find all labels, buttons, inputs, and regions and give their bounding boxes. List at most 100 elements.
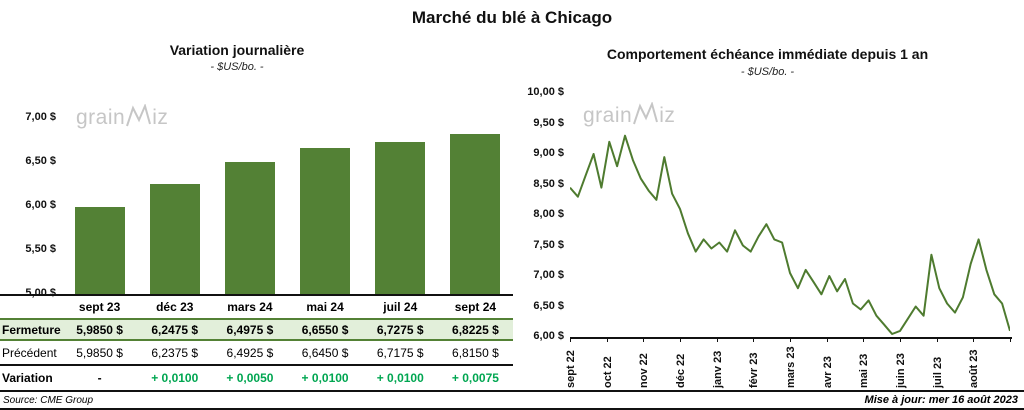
month-header: mai 24 xyxy=(306,300,344,314)
grainwiz-watermark: grain iz xyxy=(76,104,168,128)
month-header: mars 24 xyxy=(227,300,273,314)
line-y-tick-label: 9,50 $ xyxy=(533,116,564,129)
table-cell: 6,8225 $ xyxy=(452,322,499,337)
bar-column xyxy=(288,118,363,294)
line-x-tick-label: juil 23 xyxy=(931,356,944,388)
line-y-tick-label: 9,00 $ xyxy=(533,147,564,159)
table-cell: + 0,0100 xyxy=(301,371,349,385)
line-axis-tick xyxy=(790,337,791,342)
bar-chart-subtitle: - $US/bo. - xyxy=(210,61,264,73)
line-x-tick-label: déc 22 xyxy=(675,353,687,388)
table-cell: 6,6450 $ xyxy=(301,345,349,360)
table-cell: 6,8150 $ xyxy=(452,345,499,360)
table-cell: 6,4975 $ xyxy=(226,322,274,337)
table-row-précédent: Précédent 5,9850 $ 6,2375 $ 6,4925 $ 6,6450 … xyxy=(0,341,513,364)
table-cell: 6,2375 $ xyxy=(151,345,199,360)
grainwiz-zigzag-icon xyxy=(633,102,659,125)
month-header: déc 23 xyxy=(156,300,194,314)
line-x-tick-label: févr 23 xyxy=(748,352,761,388)
table-cell: 6,4925 $ xyxy=(226,345,274,360)
table-row-fermeture: Fermeture 5,9850 $ 6,2475 $ 6,4975 $ 6,6550 … xyxy=(0,318,513,341)
line-y-tick-label: 6,50 $ xyxy=(533,299,564,312)
table-cell: 5,9850 $ xyxy=(76,345,123,360)
line-axis-tick xyxy=(570,337,571,342)
line-x-tick-label: août 23 xyxy=(968,349,981,388)
bar-column xyxy=(363,118,438,294)
line-axis-tick xyxy=(606,337,608,342)
bar-y-tick-label: 7,00 $ xyxy=(25,111,56,123)
line-chart-title: Comportement échéance immédiate depuis 1… xyxy=(606,46,929,62)
bar-6 xyxy=(450,133,501,294)
table-cell: 6,7275 $ xyxy=(376,322,424,337)
bar-column xyxy=(438,118,513,294)
bar-column xyxy=(212,118,287,294)
month-header: sept 23 xyxy=(78,300,121,314)
bar-3 xyxy=(224,162,275,294)
bar-y-tick-label: 5,50 $ xyxy=(25,243,56,255)
line-axis-tick xyxy=(643,337,645,342)
table-cell: 6,6550 $ xyxy=(301,322,349,337)
line-chart-plot xyxy=(570,134,1010,335)
line-y-tick-label: 7,00 $ xyxy=(533,269,564,281)
footer: Source: CME Group Mise à jour: mer 16 ao… xyxy=(0,390,1024,408)
bar-chart-title: Variation journalière xyxy=(169,42,305,58)
line-x-tick-label: avr 23 xyxy=(821,356,834,388)
table-cell: + 0,0050 xyxy=(226,371,274,385)
grainwiz-zigzag-icon xyxy=(126,104,152,127)
price-table: sept 23 déc 23 mars 24 mai 24 juil 24 sept 24… xyxy=(0,294,513,390)
bar-y-tick-label: 5,00 $ xyxy=(25,287,56,299)
line-y-tick-label: 8,50 $ xyxy=(533,177,564,190)
bar-y-tick-label: 6,00 $ xyxy=(25,199,56,211)
row-label: Fermeture xyxy=(2,322,61,337)
watermark-text-suffix: iz xyxy=(659,104,676,127)
source-note: Source: CME Group xyxy=(3,395,94,406)
line-axis-tick xyxy=(863,337,865,342)
line-x-tick-label: mars 23 xyxy=(785,346,797,388)
line-y-tick-label: 10,00 $ xyxy=(527,86,564,98)
bar-5 xyxy=(375,142,426,294)
line-chart-subtitle: - $US/bo. - xyxy=(740,66,795,78)
line-x-tick-label: sept 22 xyxy=(565,350,577,388)
watermark-text-prefix: grain xyxy=(76,106,126,129)
line-axis-tick xyxy=(826,337,828,342)
bar-column xyxy=(62,118,137,294)
watermark-text-suffix: iz xyxy=(152,106,169,129)
bar-4 xyxy=(300,148,351,294)
table-cell: - xyxy=(97,371,102,385)
page-title: Marché du blé à Chicago xyxy=(411,8,613,27)
watermark-text-prefix: grain xyxy=(583,104,633,127)
line-x-tick-label: janv 23 xyxy=(711,350,724,388)
table-cell: + 0,0100 xyxy=(376,371,424,385)
price-line xyxy=(570,134,1010,335)
month-header: juil 24 xyxy=(383,300,418,314)
update-note: Mise à jour: mer 16 août 2023 xyxy=(864,394,1018,406)
bar-1 xyxy=(74,207,125,294)
line-axis-tick xyxy=(973,337,975,342)
month-header: sept 24 xyxy=(454,300,497,314)
line-x-tick-label: mai 23 xyxy=(858,353,871,388)
grainwiz-watermark: grain iz xyxy=(583,102,675,126)
line-axis-tick xyxy=(680,337,681,342)
row-label: Précédent xyxy=(2,345,57,360)
table-cell: 5,9850 $ xyxy=(76,322,123,337)
line-y-tick-label: 7,50 $ xyxy=(533,238,564,251)
row-label: Variation xyxy=(2,371,53,385)
table-cell: 6,2475 $ xyxy=(151,322,199,337)
line-axis-tick xyxy=(1010,337,1011,342)
bar-column xyxy=(137,118,212,294)
bar-2 xyxy=(149,184,200,294)
line-x-tick-label: nov 22 xyxy=(638,353,651,388)
line-axis-tick xyxy=(716,337,718,342)
table-cell: + 0,0100 xyxy=(151,371,199,385)
table-header-row: sept 23 déc 23 mars 24 mai 24 juil 24 sept 24 xyxy=(0,294,513,318)
table-row-variation: Variation - + 0,0100 + 0,0050 + 0,0100 + 0,01… xyxy=(0,364,513,390)
line-x-tick-label: juin 23 xyxy=(895,353,907,388)
table-cell: 6,7175 $ xyxy=(376,345,424,360)
line-y-tick-label: 8,00 $ xyxy=(533,208,564,220)
bar-chart-plot xyxy=(62,118,513,294)
line-y-tick-label: 6,00 $ xyxy=(533,330,564,342)
line-chart-x-axis xyxy=(570,337,1012,339)
line-x-tick-label: oct 22 xyxy=(601,356,614,388)
bar-y-tick-label: 6,50 $ xyxy=(25,155,56,167)
